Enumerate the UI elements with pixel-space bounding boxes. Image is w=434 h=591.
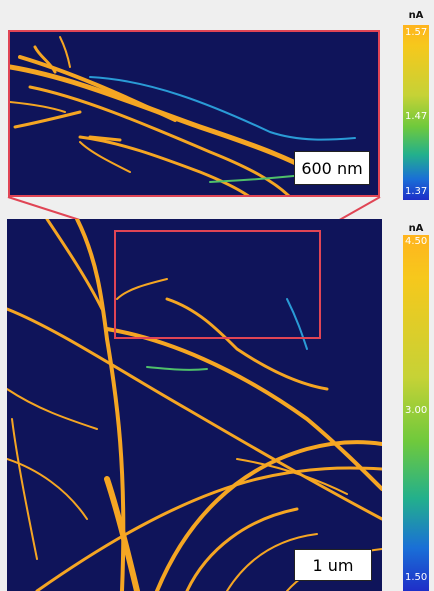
colorbar-bottom-mid: 3.00	[405, 405, 428, 416]
colorbar-top: 1.57 1.47 1.37	[403, 25, 429, 200]
main-image-panel: 1 um	[7, 219, 382, 591]
colorbar-bottom-max: 4.50	[405, 236, 428, 247]
main-scalebar-label: 1 um	[312, 555, 354, 575]
colorbar-bottom-unit: nA	[408, 223, 424, 234]
main-scalebar: 1 um	[294, 549, 372, 581]
zoom-highlight-box	[114, 230, 321, 339]
colorbar-top-mid: 1.47	[405, 111, 428, 122]
colorbar-top-min: 1.37	[405, 186, 428, 197]
inset-scalebar: 600 nm	[294, 151, 370, 185]
colorbar-top-unit: nA	[408, 10, 424, 21]
colorbar-top-max: 1.57	[405, 27, 428, 38]
inset-image-panel: 600 nm	[8, 30, 380, 197]
colorbar-bottom: 4.50 3.00 1.50	[403, 235, 429, 591]
inset-scalebar-label: 600 nm	[301, 158, 363, 178]
main-fiber-image	[7, 219, 382, 591]
colorbar-bottom-min: 1.50	[405, 572, 428, 583]
